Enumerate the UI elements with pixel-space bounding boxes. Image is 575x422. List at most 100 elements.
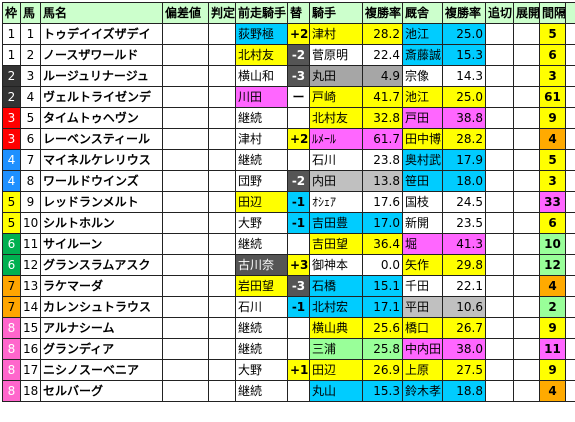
horse-name-cell: サイルーン [40, 233, 163, 255]
waku-cell: 7 [2, 296, 21, 318]
table-row[interactable]: 6 12 グランスラムアスク 古川奈 +3 御神本 0.0 矢作 29.8 12 [2, 254, 575, 276]
up-cell [565, 233, 575, 255]
kae-cell [287, 149, 310, 171]
horse-number-cell: 16 [20, 338, 41, 360]
table-row[interactable]: 8 18 セルバーグ 継続 丸山 15.3 鈴木孝 18.8 4 [2, 380, 575, 402]
jockey-cell: 吉田豊 [309, 212, 363, 234]
prev-jockey-cell: 継続 [235, 233, 288, 255]
waku-cell: 8 [2, 338, 21, 360]
table-row[interactable]: 1 1 トゥデイイズザデイ 荻野極 +2 津村 28.2 池江 25.0 5 [2, 23, 575, 45]
horse-number-cell: 6 [20, 128, 41, 150]
stable-rate-cell: 15.3 [442, 44, 486, 66]
header-col-hensa: 偏差値 [162, 2, 209, 24]
stable-rate-cell: 38.0 [442, 338, 486, 360]
tenkai-cell [513, 86, 540, 108]
hensa-cell [162, 338, 209, 360]
kankaku-cell: 9 [539, 317, 566, 339]
kae-cell: -3 [287, 275, 310, 297]
jockey-cell: 内田 [309, 170, 363, 192]
stable-cell: 田中博 [402, 128, 443, 150]
waku-cell: 1 [2, 23, 21, 45]
up-cell [565, 359, 575, 381]
jockey-cell: 津村 [309, 23, 363, 45]
table-row[interactable]: 2 3 ルージュリナージュ 横山和 -3 丸田 4.9 宗像 14.3 3 [2, 65, 575, 87]
horse-number-cell: 14 [20, 296, 41, 318]
kae-cell: -1 [287, 212, 310, 234]
tenkai-cell [513, 107, 540, 129]
up-cell [565, 191, 575, 213]
kae-cell: -1 [287, 296, 310, 318]
waku-cell: 2 [2, 65, 21, 87]
table-row[interactable]: 8 15 アルナシーム 継続 横山典 25.6 橋口 26.7 9 [2, 317, 575, 339]
oikiri-cell [485, 44, 514, 66]
jockey-cell: 横山典 [309, 317, 363, 339]
kae-cell [287, 107, 310, 129]
kankaku-cell: 10 [539, 233, 566, 255]
tenkai-cell [513, 254, 540, 276]
tenkai-cell [513, 212, 540, 234]
header-col-kae: 替 [287, 2, 310, 24]
header-col-stable: 厩舎 [402, 2, 443, 24]
stable-cell: 国枝 [402, 191, 443, 213]
oikiri-cell [485, 233, 514, 255]
oikiri-cell [485, 317, 514, 339]
waku-cell: 6 [2, 233, 21, 255]
kae-cell: -2 [287, 44, 310, 66]
up-cell [565, 44, 575, 66]
hantei-cell [208, 191, 236, 213]
header-col-kankaku: 間隔 [539, 2, 566, 24]
prev-jockey-cell: 荻野極 [235, 23, 288, 45]
up-cell [565, 380, 575, 402]
horse-name-cell: グランディア [40, 338, 163, 360]
oikiri-cell [485, 359, 514, 381]
horse-name-cell: グランスラムアスク [40, 254, 163, 276]
horse-number-cell: 2 [20, 44, 41, 66]
waku-cell: 1 [2, 44, 21, 66]
horse-name-cell: ノースザワールド [40, 44, 163, 66]
up-cell [565, 338, 575, 360]
table-row[interactable]: 4 7 マイネルケレリウス 継続 石川 23.8 奥村武 17.9 5 [2, 149, 575, 171]
prev-jockey-cell: 岩田望 [235, 275, 288, 297]
kae-cell: -1 [287, 191, 310, 213]
header-col-num: 馬 [20, 2, 41, 24]
kankaku-cell: 3 [539, 170, 566, 192]
oikiri-cell [485, 254, 514, 276]
header-col-hantei: 判定 [208, 2, 236, 24]
stable-rate-cell: 17.9 [442, 149, 486, 171]
table-row[interactable]: 1 2 ノースザワールド 北村友 -2 菅原明 22.4 斎藤誠 15.3 6 [2, 44, 575, 66]
stable-cell: 宗像 [402, 65, 443, 87]
jockey-cell: ﾙﾒｰﾙ [309, 128, 363, 150]
table-row[interactable]: 7 13 ラケマーダ 岩田望 -3 石橋 15.1 千田 22.1 4 [2, 275, 575, 297]
horse-number-cell: 13 [20, 275, 41, 297]
tenkai-cell [513, 128, 540, 150]
table-row[interactable]: 7 14 カレンシュトラウス 石川 -1 北村宏 17.1 平田 10.6 2 [2, 296, 575, 318]
horse-number-cell: 8 [20, 170, 41, 192]
horse-number-cell: 5 [20, 107, 41, 129]
table-row[interactable]: 5 9 レッドランメルト 田辺 -1 ｵｼｪｱ 17.6 国枝 24.5 33 [2, 191, 575, 213]
table-row[interactable]: 6 11 サイルーン 継続 吉田望 36.4 堀 41.3 10 [2, 233, 575, 255]
waku-cell: 5 [2, 212, 21, 234]
jockey-rate-cell: 17.6 [362, 191, 403, 213]
table-row[interactable]: 8 16 グランディア 継続 三浦 25.8 中内田 38.0 11 [2, 338, 575, 360]
hensa-cell [162, 86, 209, 108]
table-row[interactable]: 2 4 ヴェルトライゼンデ 川田ー戸崎 41.7 池江 25.0 61 [2, 86, 575, 108]
table-row[interactable]: 4 8 ワールドウインズ 団野 -2 内田 13.8 笹田 18.0 3 [2, 170, 575, 192]
kankaku-cell: 33 [539, 191, 566, 213]
table-row[interactable]: 3 6 レーベンスティール 津村 +2 ﾙﾒｰﾙ 61.7 田中博 28.2 4 [2, 128, 575, 150]
hantei-cell [208, 275, 236, 297]
waku-cell: 8 [2, 380, 21, 402]
kae-cell [287, 317, 310, 339]
stable-rate-cell: 10.6 [442, 296, 486, 318]
up-cell [565, 107, 575, 129]
jockey-cell: 菅原明 [309, 44, 363, 66]
prev-jockey-cell: 継続 [235, 149, 288, 171]
table-row[interactable]: 3 5 タイムトゥヘヴン 継続 北村友 32.8 戸田 38.8 9 [2, 107, 575, 129]
kae-cell: -3 [287, 65, 310, 87]
jockey-cell: 丸田 [309, 65, 363, 87]
table-row[interactable]: 8 17 ニシノスーベニア 大野 +1 田辺 26.9 上原 27.5 9 [2, 359, 575, 381]
horse-number-cell: 15 [20, 317, 41, 339]
table-row[interactable]: 5 10 シルトホルン 大野 -1 吉田豊 17.0 新開 23.5 6 [2, 212, 575, 234]
hensa-cell [162, 212, 209, 234]
horse-number-cell: 4 [20, 86, 41, 108]
